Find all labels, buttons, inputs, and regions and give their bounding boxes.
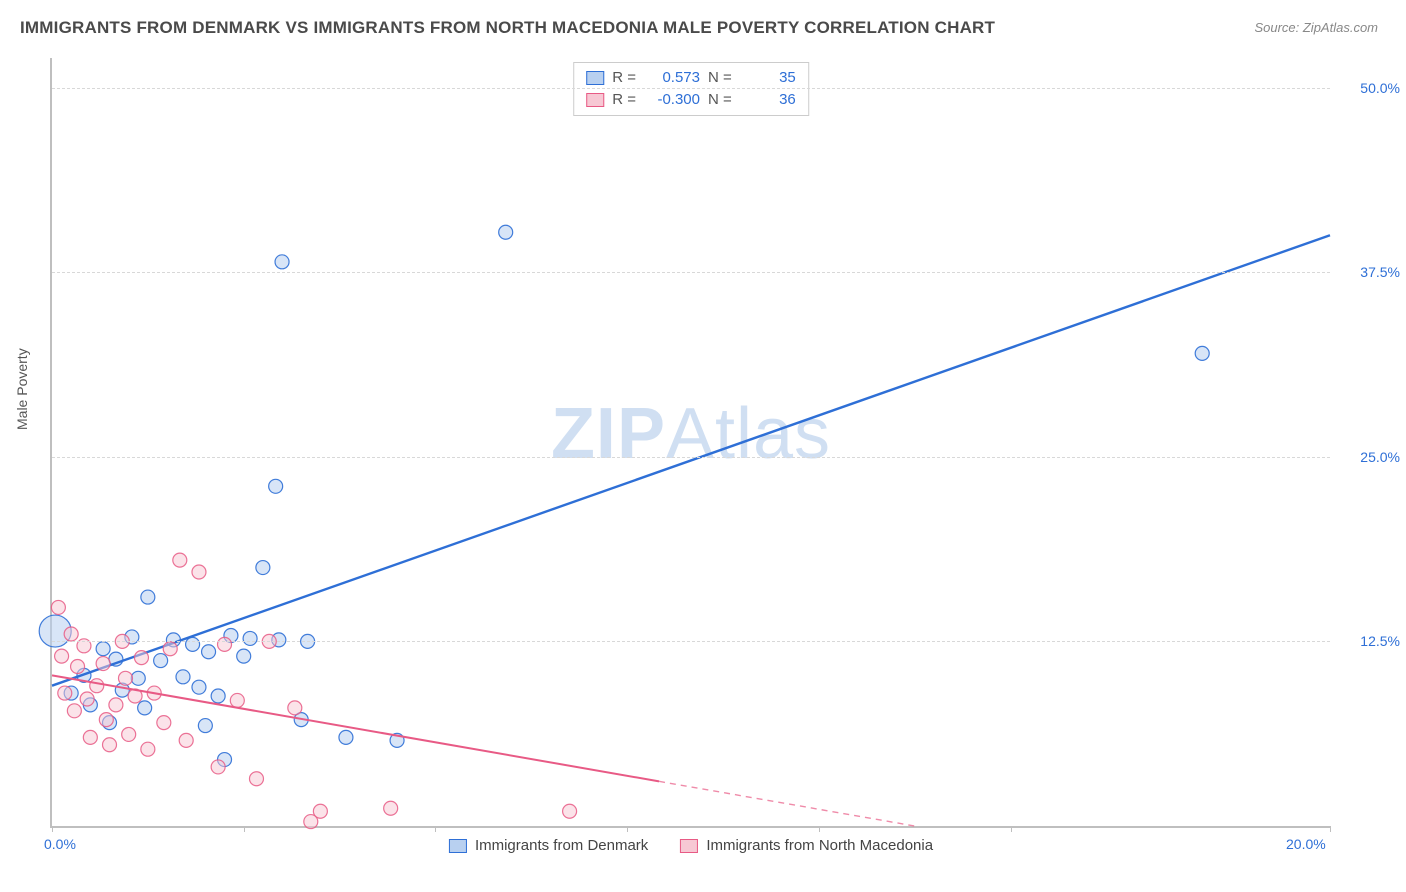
data-point — [154, 654, 168, 668]
chart-title: IMMIGRANTS FROM DENMARK VS IMMIGRANTS FR… — [20, 18, 995, 38]
legend-label-macedonia: Immigrants from North Macedonia — [706, 837, 933, 854]
data-point — [339, 730, 353, 744]
data-point — [384, 801, 398, 815]
data-point — [499, 225, 513, 239]
data-point — [243, 631, 257, 645]
data-point — [163, 642, 177, 656]
data-point — [179, 733, 193, 747]
y-axis-label: Male Poverty — [14, 348, 30, 430]
regression-line-dashed — [659, 781, 915, 826]
gridline-h — [52, 457, 1330, 458]
data-point — [237, 649, 251, 663]
swatch-blue-icon — [449, 839, 467, 853]
data-point — [218, 637, 232, 651]
y-tick-label: 12.5% — [1340, 633, 1400, 649]
data-point — [80, 692, 94, 706]
gridline-h — [52, 272, 1330, 273]
data-point — [122, 727, 136, 741]
data-point — [138, 701, 152, 715]
data-point — [198, 719, 212, 733]
x-tick-mark — [52, 826, 53, 832]
data-point — [563, 804, 577, 818]
data-point — [71, 659, 85, 673]
data-point — [134, 651, 148, 665]
data-point — [99, 713, 113, 727]
data-point — [64, 627, 78, 641]
data-point — [141, 590, 155, 604]
data-point — [202, 645, 216, 659]
data-point — [186, 637, 200, 651]
data-point — [90, 679, 104, 693]
legend-item-macedonia: Immigrants from North Macedonia — [680, 837, 933, 854]
data-point — [58, 686, 72, 700]
chart-svg — [52, 58, 1330, 826]
gridline-h — [52, 88, 1330, 89]
y-tick-label: 50.0% — [1340, 80, 1400, 96]
data-point — [211, 689, 225, 703]
data-point — [51, 600, 65, 614]
data-point — [211, 760, 225, 774]
data-point — [256, 561, 270, 575]
gridline-h — [52, 641, 1330, 642]
data-point — [230, 693, 244, 707]
data-point — [157, 716, 171, 730]
data-point — [192, 680, 206, 694]
plot-area: ZIPAtlas R = 0.573 N = 35 R = -0.300 N =… — [50, 58, 1330, 828]
legend-label-denmark: Immigrants from Denmark — [475, 837, 648, 854]
x-tick-mark — [435, 826, 436, 832]
data-point — [313, 804, 327, 818]
y-tick-label: 25.0% — [1340, 449, 1400, 465]
x-tick-mark — [244, 826, 245, 832]
data-point — [173, 553, 187, 567]
x-tick-mark — [819, 826, 820, 832]
data-point — [109, 698, 123, 712]
legend-item-denmark: Immigrants from Denmark — [449, 837, 648, 854]
data-point — [176, 670, 190, 684]
source-attribution: Source: ZipAtlas.com — [1254, 20, 1378, 35]
chart-container: IMMIGRANTS FROM DENMARK VS IMMIGRANTS FR… — [0, 0, 1406, 892]
regression-line — [52, 235, 1330, 685]
x-tick-label: 20.0% — [1286, 836, 1326, 852]
data-point — [249, 772, 263, 786]
data-point — [275, 255, 289, 269]
data-point — [96, 642, 110, 656]
y-tick-label: 37.5% — [1340, 264, 1400, 280]
regression-line — [52, 675, 659, 781]
data-point — [269, 479, 283, 493]
x-tick-mark — [1330, 826, 1331, 832]
data-point — [118, 671, 132, 685]
data-point — [103, 738, 117, 752]
data-point — [288, 701, 302, 715]
x-tick-mark — [1011, 826, 1012, 832]
data-point — [131, 671, 145, 685]
data-point — [141, 742, 155, 756]
x-tick-mark — [627, 826, 628, 832]
swatch-pink-icon — [680, 839, 698, 853]
data-point — [67, 704, 81, 718]
data-point — [83, 730, 97, 744]
data-point — [55, 649, 69, 663]
data-point — [96, 657, 110, 671]
data-point — [1195, 346, 1209, 360]
x-tick-label: 0.0% — [44, 836, 76, 852]
data-point — [192, 565, 206, 579]
bottom-legend: Immigrants from Denmark Immigrants from … — [449, 837, 933, 854]
